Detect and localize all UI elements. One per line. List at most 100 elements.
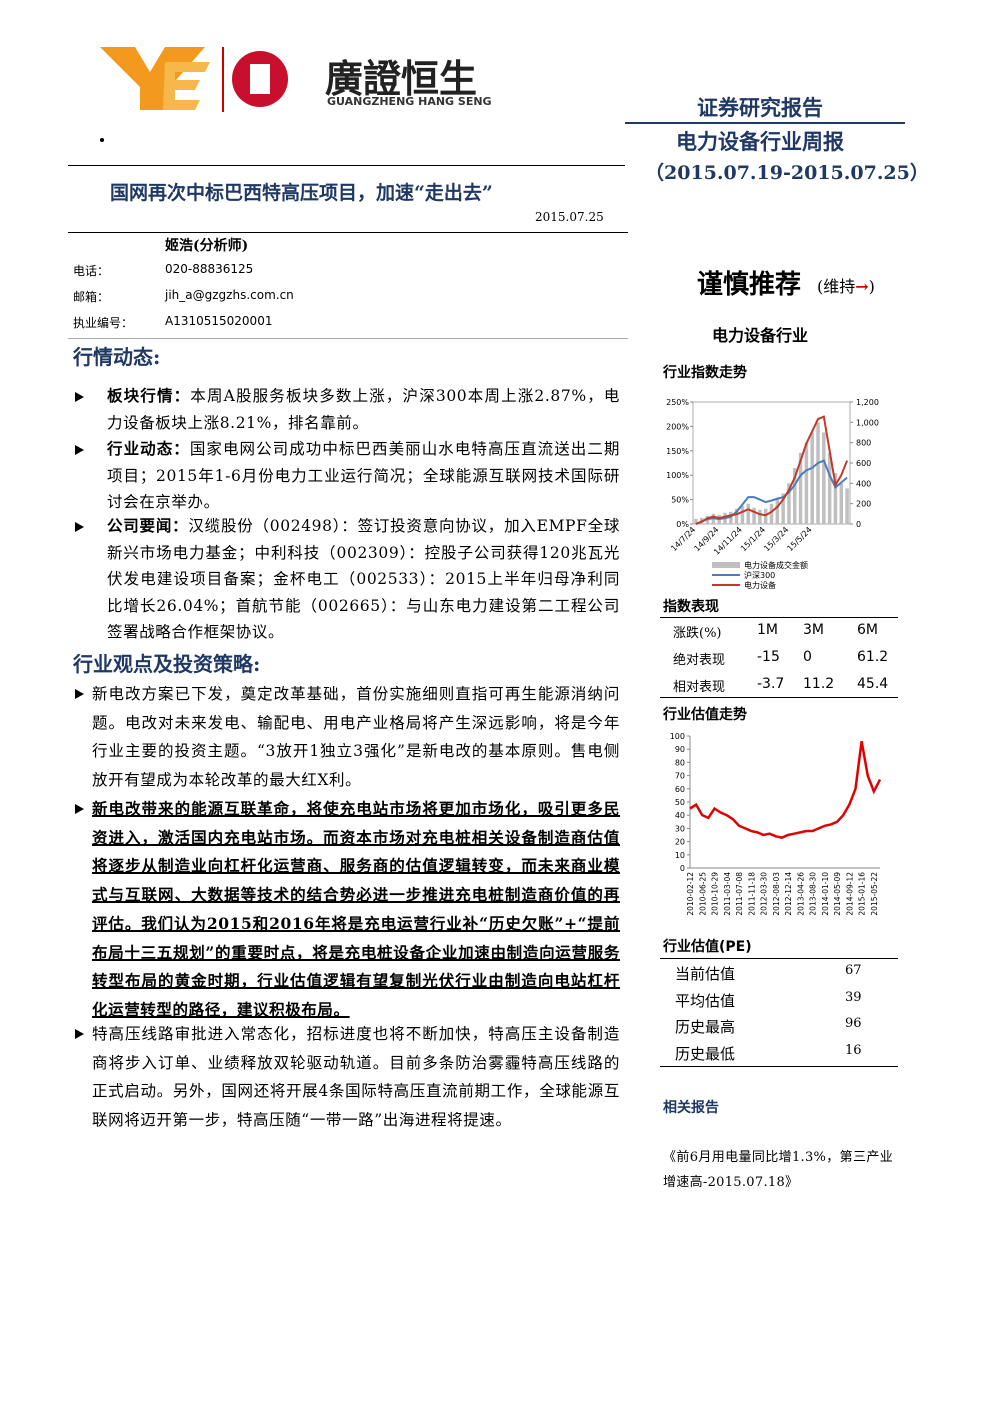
cell: 39 [845,989,862,1005]
y2-tick-label: 1,000 [856,418,879,427]
x-tick-label: 2011-11-18 [747,872,756,916]
text: 特高压线路审批进入常态化，招标进度也将不断加快，特高压主设备制造商将步入订单、业… [92,1025,620,1130]
y-tick-label: 40 [675,811,685,820]
bar [769,503,774,524]
y-tick-label: 90 [675,745,685,754]
period: （2015.07.19-2015.07.25） [645,162,929,184]
cell: 当前估值 [675,965,736,983]
bar [758,509,762,524]
index-chart: 0% 50% 100% 150% 200% 250% 0 200 400 600 800 1,000 1… [666,398,879,590]
lead: 公司要闻： [107,516,189,535]
text: 汉缆股份（002498）：签订投资意向协议，加入EMPF全球新兴市场电力基金；中… [107,517,620,641]
cell: 绝对表现 [673,653,726,668]
bar [694,518,698,524]
y-tick-label: 100% [666,471,689,480]
cell: 历史最低 [675,1044,736,1063]
y-tick-label: 50 [675,798,685,807]
contact-label: 执业编号： [73,316,134,330]
cell: -15 [757,649,780,665]
x-tick-label: 2013-04-26 [796,872,805,916]
cell: -3.7 [757,676,785,692]
bar [763,508,768,524]
x-tick-label: 2010-10-29 [711,872,720,916]
cell: 45.4 [857,676,889,692]
bar [740,505,745,524]
bar [839,483,844,524]
x-tick-label: 2014-01-10 [821,872,830,916]
report-name: 电力设备行业周报 [676,129,844,154]
x-tick-label: 15/5/24 [785,525,813,553]
x-tick-label: 2012-08-03 [772,872,781,916]
related-report: 《前6月用电量同比增1.3%，第三产业增速高-2015.07.18》 [663,1150,893,1190]
y-tick-label: 70 [675,772,685,781]
paragraph: 新电改带来的能源互联革命，将使充电站市场将更加市场化，吸引更多民资进入，激活国内… [92,795,620,1025]
x-tick-label: 2010-02-12 [686,872,695,916]
cell: 0 [803,649,812,665]
section-heading: 行情动态: [73,345,161,369]
contact-value: jih_a@gzgzhs.com.cn [165,288,294,302]
chart-title: 行业估值走势 [663,707,747,723]
x-tick-label: 2011-07-08 [735,872,744,916]
rating: 谨慎推荐 [697,270,802,300]
legend-label: 电力设备 [744,580,776,590]
legend-label: 电力设备成交金额 [744,560,808,570]
bar [845,488,849,524]
x-tick-label: 2014-09-12 [845,872,854,916]
contact-value: 020-88836125 [165,262,254,276]
rating-close: ) [868,277,875,296]
y2-tick-label: 200 [856,500,871,509]
text: 新电改带来的能源互联革命，将使充电站市场将更加市场化，吸引更多民资进入，激活国内… [92,799,620,1019]
x-tick-label: 2015-01-16 [858,872,867,916]
x-tick-label: 15/3/24 [762,525,790,553]
rating-note: (维持 [817,277,856,296]
paragraph: 公司要闻：汉缆股份（002498）：签订投资意向协议，加入EMPF全球新兴市场电… [107,513,620,646]
header-cell: 3M [803,622,824,638]
bar [775,498,780,524]
cell: 11.2 [803,676,835,692]
header-cell: 涨跌(%) [673,626,722,641]
logo-text: 廣證恒生 [325,56,478,101]
table-title: 指数表现 [663,599,719,615]
x-tick-label: 14/7/24 [669,525,697,553]
industry: 电力设备行业 [712,326,809,345]
y2-tick-label: 800 [856,439,871,448]
y2-tick-label: 1,200 [856,398,879,407]
x-tick-label: 2011-03-04 [723,872,732,916]
x-tick-label: 2010-06-25 [698,872,707,916]
cell: 历史最高 [675,1018,736,1036]
y-tick-label: 50% [671,496,689,505]
bar [827,452,832,524]
y2-tick-label: 400 [856,479,871,488]
legend-label: 沪深300 [744,570,775,580]
bar [822,432,826,524]
cell: 61.2 [857,649,889,665]
bar [810,432,814,524]
analyst-name: 姬浩(分析师) [165,238,249,254]
chart-title: 行业指数走势 [663,365,747,381]
bar [734,508,739,524]
bullet [75,804,84,814]
text: 新电改方案已下发，奠定改革基础，首份实施细则直指可再生能源消纳问题。电改对未来发… [92,685,620,790]
bar [781,493,785,524]
y-tick-label: 30 [675,824,685,833]
bullet [75,392,84,402]
y-tick-label: 150% [666,447,689,456]
lead: 行业动态： [107,439,190,458]
y-tick-label: 250% [666,398,689,407]
cell: 16 [845,1042,862,1058]
bar [833,473,838,524]
table-title: 行业估值(PE) [663,939,752,955]
bar [798,452,803,524]
line [695,459,848,525]
report-title: 国网再次中标巴西特高压项目，加速“走出去” [110,182,493,204]
header-cell: 6M [857,622,878,638]
related-title: 相关报告 [663,1100,719,1116]
report-type: 证券研究报告 [697,95,823,120]
bar [746,503,750,524]
y-tick-label: 60 [675,785,685,794]
bullet [75,1029,84,1039]
contact-label: 电话： [73,264,110,278]
bullet [75,689,84,699]
bar [752,507,756,524]
